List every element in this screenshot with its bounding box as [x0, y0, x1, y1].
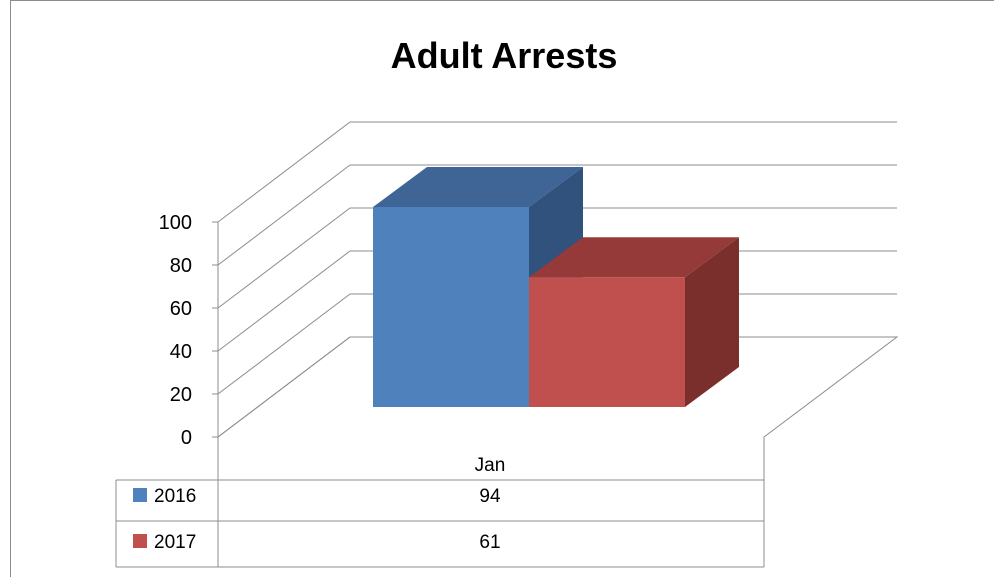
- chart-frame: [10, 0, 994, 577]
- y-tick-label: 20: [170, 384, 192, 406]
- y-tick-label: 40: [170, 341, 192, 363]
- y-tick-label: 60: [170, 298, 192, 320]
- legend-label-2016: 2016: [154, 486, 196, 507]
- bar-2017-top: [529, 237, 739, 278]
- data-label-2016-jan: 94: [479, 486, 501, 507]
- bar-2016-front: [373, 207, 529, 407]
- data-label-2017-jan: 61: [479, 532, 500, 553]
- side-gridline: [217, 250, 351, 352]
- data-table-lines: [115, 437, 765, 568]
- bar-2017-jan: [529, 237, 739, 407]
- bar-2017-front: [529, 277, 685, 407]
- y-axis: [212, 221, 219, 438]
- bar-2017-side: [685, 237, 739, 407]
- y-tick-label: 0: [181, 427, 192, 449]
- side-gridline: [217, 293, 351, 395]
- bars: [373, 167, 739, 407]
- legend-swatch-2017: [133, 534, 147, 548]
- data-table: Jan 2016 94 2017 61: [115, 437, 765, 568]
- y-tick-label: 100: [159, 212, 192, 234]
- bar-2016-top: [373, 167, 583, 207]
- legend-swatch-2016: [133, 488, 147, 502]
- side-gridline: [217, 164, 351, 266]
- legend-label-2017: 2017: [154, 532, 196, 553]
- side-gridline: [217, 121, 351, 223]
- side-gridline: [217, 207, 351, 309]
- y-tick-labels: 0 20 40 60 80 100: [159, 212, 192, 449]
- chart-title: Adult Arrests: [391, 35, 618, 76]
- category-label-jan: Jan: [475, 455, 506, 476]
- y-tick-label: 80: [170, 255, 192, 277]
